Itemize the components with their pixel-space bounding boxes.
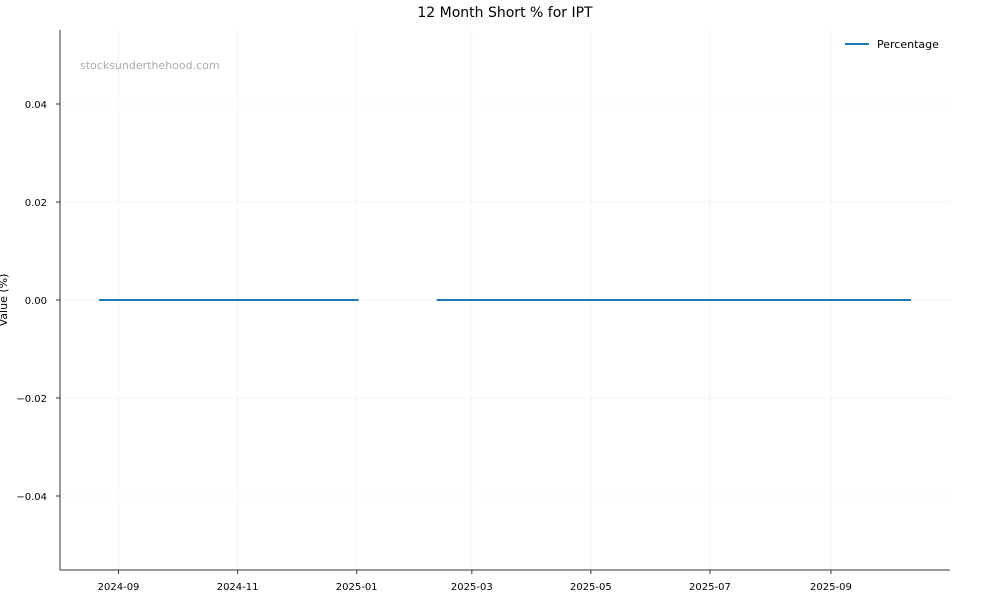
legend-label-percentage: Percentage [877,38,939,51]
y-tick-label: 0.04 [25,100,47,111]
x-tick-label: 2025-05 [570,582,612,593]
y-tick-label: 0.00 [25,296,47,307]
x-tick-label: 2025-07 [689,582,731,593]
y-tick-label: −0.04 [16,492,47,503]
y-tick-label: 0.02 [25,198,47,209]
watermark: stocksunderthehood.com [80,59,220,72]
x-tick-label: 2024-11 [217,582,259,593]
legend: Percentage [845,38,939,51]
x-tick-label: 2025-01 [336,582,378,593]
x-tick-label: 2025-09 [810,582,852,593]
y-axis-label: Value (%) [0,274,10,327]
x-tick-label: 2024-09 [98,582,140,593]
x-ticks: 2024-09 2024-11 2025-01 2025-03 2025-05 2025-… [98,570,852,593]
x-tick-label: 2025-03 [451,582,493,593]
y-tick-label: −0.02 [16,394,47,405]
y-ticks: −0.04 −0.02 0.00 0.02 0.04 [16,100,60,503]
chart-title: 12 Month Short % for IPT [417,5,593,21]
